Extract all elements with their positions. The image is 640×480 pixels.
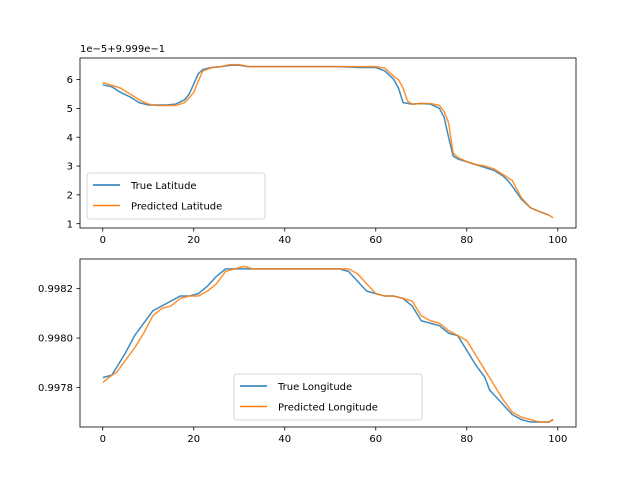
x-tick-label: 40 <box>278 235 291 246</box>
x-tick-label: 100 <box>548 434 567 445</box>
y-tick-label: 0.9978 <box>38 383 73 394</box>
axes-frame <box>79 57 577 229</box>
series-line-true-latitude <box>102 64 549 216</box>
legend-frame <box>233 373 423 421</box>
legend: True Longitude Predicted Longitude <box>233 373 423 421</box>
y-tick-label: 1 <box>67 219 73 230</box>
series-line-predicted-longitude <box>102 265 554 423</box>
y-tick-label: 0.9982 <box>38 284 73 295</box>
x-tick-label: 20 <box>187 235 200 246</box>
latitude-chart: 0 20 40 60 80 100 1 2 3 4 5 6 1e−5+9.999e−1 True Lati… <box>67 44 577 246</box>
x-tick-label: 0 <box>100 434 106 445</box>
y-tick-label: 4 <box>67 133 73 144</box>
axis-offset-label: 1e−5+9.999e−1 <box>80 44 165 55</box>
longitude-chart: 0 20 40 60 80 100 0.9978 0.9980 0.9982 True Longi… <box>38 258 577 445</box>
axes-frame <box>79 258 577 428</box>
x-tick-label: 80 <box>460 434 473 445</box>
legend-label: Predicted Latitude <box>131 202 222 213</box>
series-line-predicted-latitude <box>102 63 554 219</box>
x-tick-label: 80 <box>460 235 473 246</box>
x-tick-label: 60 <box>369 434 382 445</box>
y-tick-label: 5 <box>67 104 73 115</box>
series-line-true-longitude <box>102 268 554 423</box>
y-tick-label: 2 <box>67 190 73 201</box>
x-tick-label: 20 <box>187 434 200 445</box>
legend: True Latitude Predicted Latitude <box>86 172 266 220</box>
legend-label: True Latitude <box>130 181 197 192</box>
x-tick-label: 40 <box>278 434 291 445</box>
legend-label: True Longitude <box>277 382 352 393</box>
y-tick-label: 3 <box>67 162 73 173</box>
x-tick-label: 0 <box>100 235 106 246</box>
legend-label: Predicted Longitude <box>278 403 378 414</box>
legend-frame <box>86 172 266 220</box>
x-tick-label: 60 <box>369 235 382 246</box>
y-tick-label: 0.9980 <box>38 334 73 345</box>
y-tick-label: 6 <box>67 75 73 86</box>
x-tick-label: 100 <box>548 235 567 246</box>
